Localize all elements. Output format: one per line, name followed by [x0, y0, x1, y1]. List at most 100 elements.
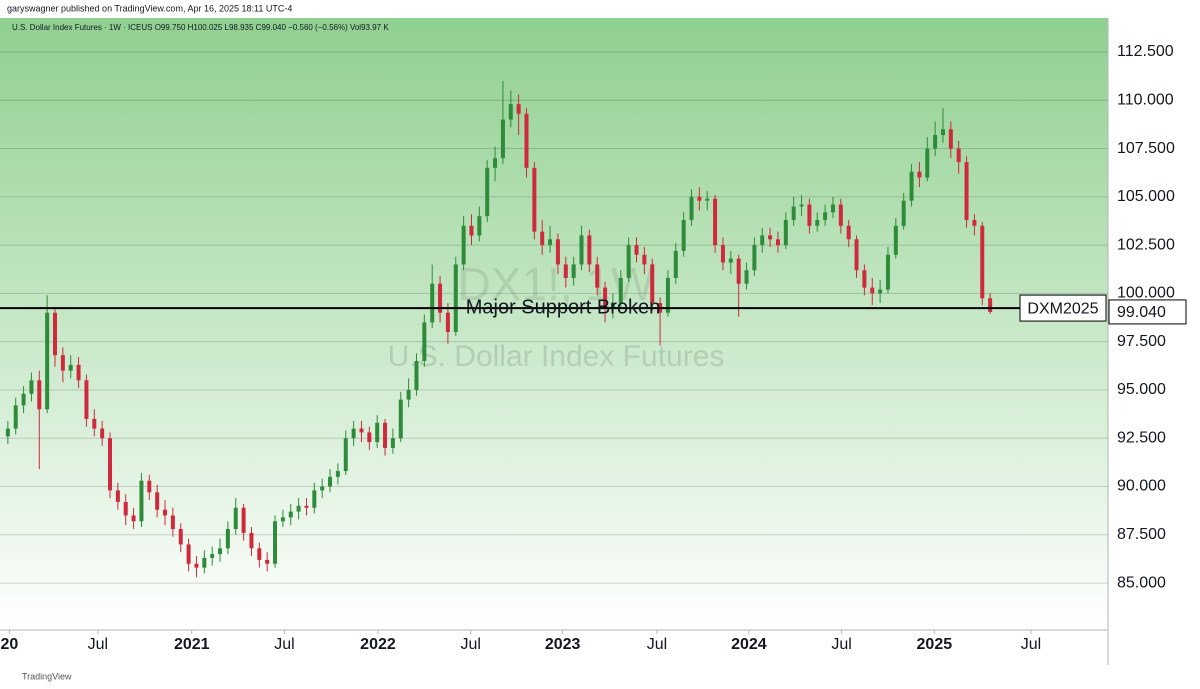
candle-body — [705, 198, 710, 201]
candle-body — [736, 258, 741, 284]
candle-body — [626, 245, 631, 278]
candle-body — [477, 216, 482, 236]
candle-body — [799, 204, 804, 207]
candle-body — [909, 171, 914, 201]
y-tick-label: 107.500 — [1117, 140, 1175, 157]
y-tick-label: 90.000 — [1117, 478, 1166, 495]
candle-body — [689, 196, 694, 221]
candle-body — [194, 563, 199, 568]
candle-body — [100, 428, 105, 439]
candle-body — [933, 135, 938, 149]
x-tick-label: Jul — [274, 636, 294, 653]
candle-body — [186, 544, 191, 564]
candle-body — [830, 204, 835, 213]
candle-body — [815, 220, 820, 226]
candle-body — [964, 162, 969, 221]
x-tick-label: Jul — [88, 636, 108, 653]
y-tick-label: 92.500 — [1117, 429, 1166, 446]
candle-body — [76, 364, 81, 381]
candle-body — [13, 405, 18, 429]
candle-body — [885, 254, 890, 290]
candle-body — [988, 298, 993, 312]
candle-body — [603, 287, 608, 309]
candle-body — [760, 235, 765, 246]
candle-body — [878, 289, 883, 294]
x-tick-label: 2025 — [917, 636, 953, 653]
support-label-box — [1019, 294, 1107, 322]
plot — [0, 51, 1108, 584]
candle-body — [139, 480, 144, 522]
candle-body — [595, 264, 600, 288]
candle-body — [53, 312, 58, 356]
candle-body — [375, 422, 380, 443]
candle-body — [68, 364, 73, 371]
candle-body — [430, 283, 435, 323]
candle-body — [846, 225, 851, 240]
candle-body — [610, 303, 615, 309]
candle-body — [697, 196, 702, 201]
candle-body — [948, 129, 953, 149]
candle-body — [642, 254, 647, 265]
candle-body — [218, 548, 223, 555]
x-tick-label: Jul — [831, 636, 851, 653]
watermark: U.S. Dollar Index Futures — [388, 340, 725, 373]
publisher: garyswagner published on TradingView.com… — [7, 3, 292, 13]
candle-body — [783, 220, 788, 246]
candle-body — [131, 515, 136, 522]
candle-body — [870, 287, 875, 294]
last-price-label: 99.040 — [1117, 304, 1166, 321]
candle-body — [390, 438, 395, 448]
candle-body — [343, 438, 348, 472]
candle-body — [210, 554, 215, 558]
candle-body — [296, 505, 301, 512]
x-tick-label: Jul — [1021, 636, 1041, 653]
candle-body — [359, 428, 364, 433]
support-label: DXM2025 — [1027, 300, 1098, 317]
candle-body — [791, 206, 796, 221]
candle-body — [438, 283, 443, 313]
candle-body — [752, 245, 757, 271]
candle-body — [163, 509, 168, 516]
candle-body — [917, 171, 922, 178]
x-tick-label: 2022 — [360, 636, 396, 653]
candle-body — [862, 270, 867, 288]
candle-body — [768, 235, 773, 240]
candle-body — [461, 225, 466, 265]
last-price-box — [1108, 299, 1187, 325]
x-tick-label: 2023 — [545, 636, 581, 653]
x-tick-label: 2021 — [174, 636, 210, 653]
candle-body — [665, 277, 670, 313]
candle-body — [178, 528, 183, 545]
candle-body — [775, 239, 780, 246]
candle-body — [893, 225, 898, 255]
candle-body — [414, 360, 419, 390]
candle-body — [453, 264, 458, 333]
candle-body — [901, 200, 906, 226]
candle-body — [563, 264, 568, 278]
candle-body — [398, 399, 403, 439]
annotation: Major Support Broken — [466, 296, 661, 318]
candle-body — [587, 235, 592, 265]
candle-body — [115, 490, 120, 502]
y-tick-label: 112.500 — [1117, 43, 1174, 60]
candle-body — [634, 245, 639, 255]
x-tick-label: 20 — [1, 636, 19, 653]
candle-body — [485, 167, 490, 217]
chart-title: U.S. Dollar Index Futures · 1W · ICEUS O… — [12, 23, 389, 32]
candle-body — [21, 393, 26, 406]
candle-body — [854, 239, 859, 271]
candle-body — [516, 104, 521, 114]
candle-body — [202, 557, 207, 568]
candle-body — [713, 198, 718, 246]
candle-body — [555, 239, 560, 265]
candle-body — [241, 507, 246, 533]
candle-body — [37, 380, 42, 410]
candle-body — [320, 486, 325, 491]
candle-body — [524, 113, 529, 168]
y-tick-label: 87.500 — [1117, 526, 1166, 543]
candle-body — [45, 312, 50, 410]
candle-body — [807, 204, 812, 226]
y-tick-label: 102.500 — [1117, 236, 1175, 253]
candle-body — [838, 204, 843, 226]
